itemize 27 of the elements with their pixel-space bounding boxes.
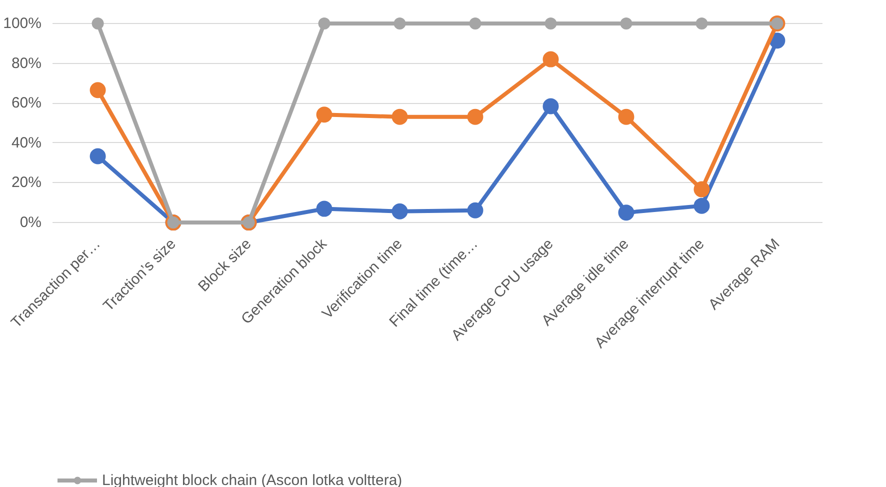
point <box>90 148 106 164</box>
point <box>316 200 332 217</box>
point <box>542 98 559 114</box>
point <box>618 204 634 221</box>
point <box>694 198 710 214</box>
y-tick-label: 60% <box>11 94 42 112</box>
y-tick-label: 80% <box>11 54 42 72</box>
point <box>318 17 330 30</box>
point <box>392 108 408 125</box>
point <box>394 17 406 30</box>
y-tick-label: 20% <box>11 174 42 192</box>
point <box>544 17 557 30</box>
point <box>316 106 332 123</box>
point <box>694 181 710 198</box>
point <box>620 17 632 30</box>
y-tick-label: 40% <box>11 134 42 152</box>
point <box>92 17 104 30</box>
point <box>467 108 484 125</box>
point <box>542 51 559 68</box>
y-tick-label: 0% <box>20 214 42 232</box>
point <box>618 108 634 125</box>
point <box>90 82 106 98</box>
point <box>392 203 408 220</box>
y-tick-label: 100% <box>3 14 42 32</box>
point <box>696 17 708 30</box>
point <box>469 17 482 30</box>
point <box>467 202 484 218</box>
